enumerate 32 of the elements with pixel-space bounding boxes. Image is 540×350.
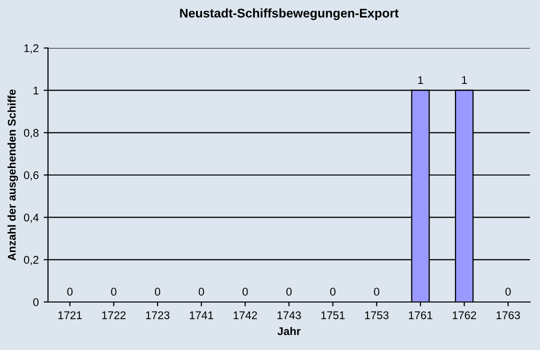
data-label: 0 <box>111 288 116 296</box>
data-label: 0 <box>242 288 248 296</box>
x-tick-label: 1723 <box>146 311 170 320</box>
x-tick-label: 1761 <box>408 311 432 320</box>
data-label: 0 <box>505 288 511 296</box>
y-axis-title: Anzahl der ausgehenden Schiffe <box>8 90 18 261</box>
x-tick-label: 1753 <box>365 311 389 320</box>
x-tick-label: 1722 <box>102 311 126 320</box>
data-label: 0 <box>330 288 336 296</box>
y-tick-label: 1 <box>34 86 38 94</box>
x-tick-label: 1743 <box>277 311 301 320</box>
data-label: 0 <box>286 288 292 296</box>
y-tick-label: 0,4 <box>24 214 39 223</box>
data-label: 0 <box>67 288 73 296</box>
x-axis-title: Jahr <box>277 326 301 336</box>
data-label: 0 <box>198 288 204 296</box>
x-tick-label: 1763 <box>496 311 520 320</box>
x-tick-label: 1742 <box>234 311 257 320</box>
x-tick-label: 1741 <box>190 311 214 320</box>
x-tick-label: 1751 <box>321 311 345 320</box>
y-tick-label: 0,6 <box>24 171 38 180</box>
x-tick-label: 1762 <box>452 311 476 320</box>
data-label: 0 <box>374 288 380 296</box>
y-tick-label: 0,2 <box>24 256 38 266</box>
chart-title: Neustadt-Schiffsbewegungen-Export <box>180 8 399 20</box>
y-tick-label: 0,8 <box>24 128 38 138</box>
x-tick-label: 1721 <box>58 311 82 320</box>
y-tick-label: 0 <box>33 298 39 306</box>
y-tick-label: 1,2 <box>24 44 38 54</box>
data-label: 1 <box>418 76 423 84</box>
data-label: 1 <box>462 76 467 84</box>
data-label: 0 <box>154 288 160 296</box>
